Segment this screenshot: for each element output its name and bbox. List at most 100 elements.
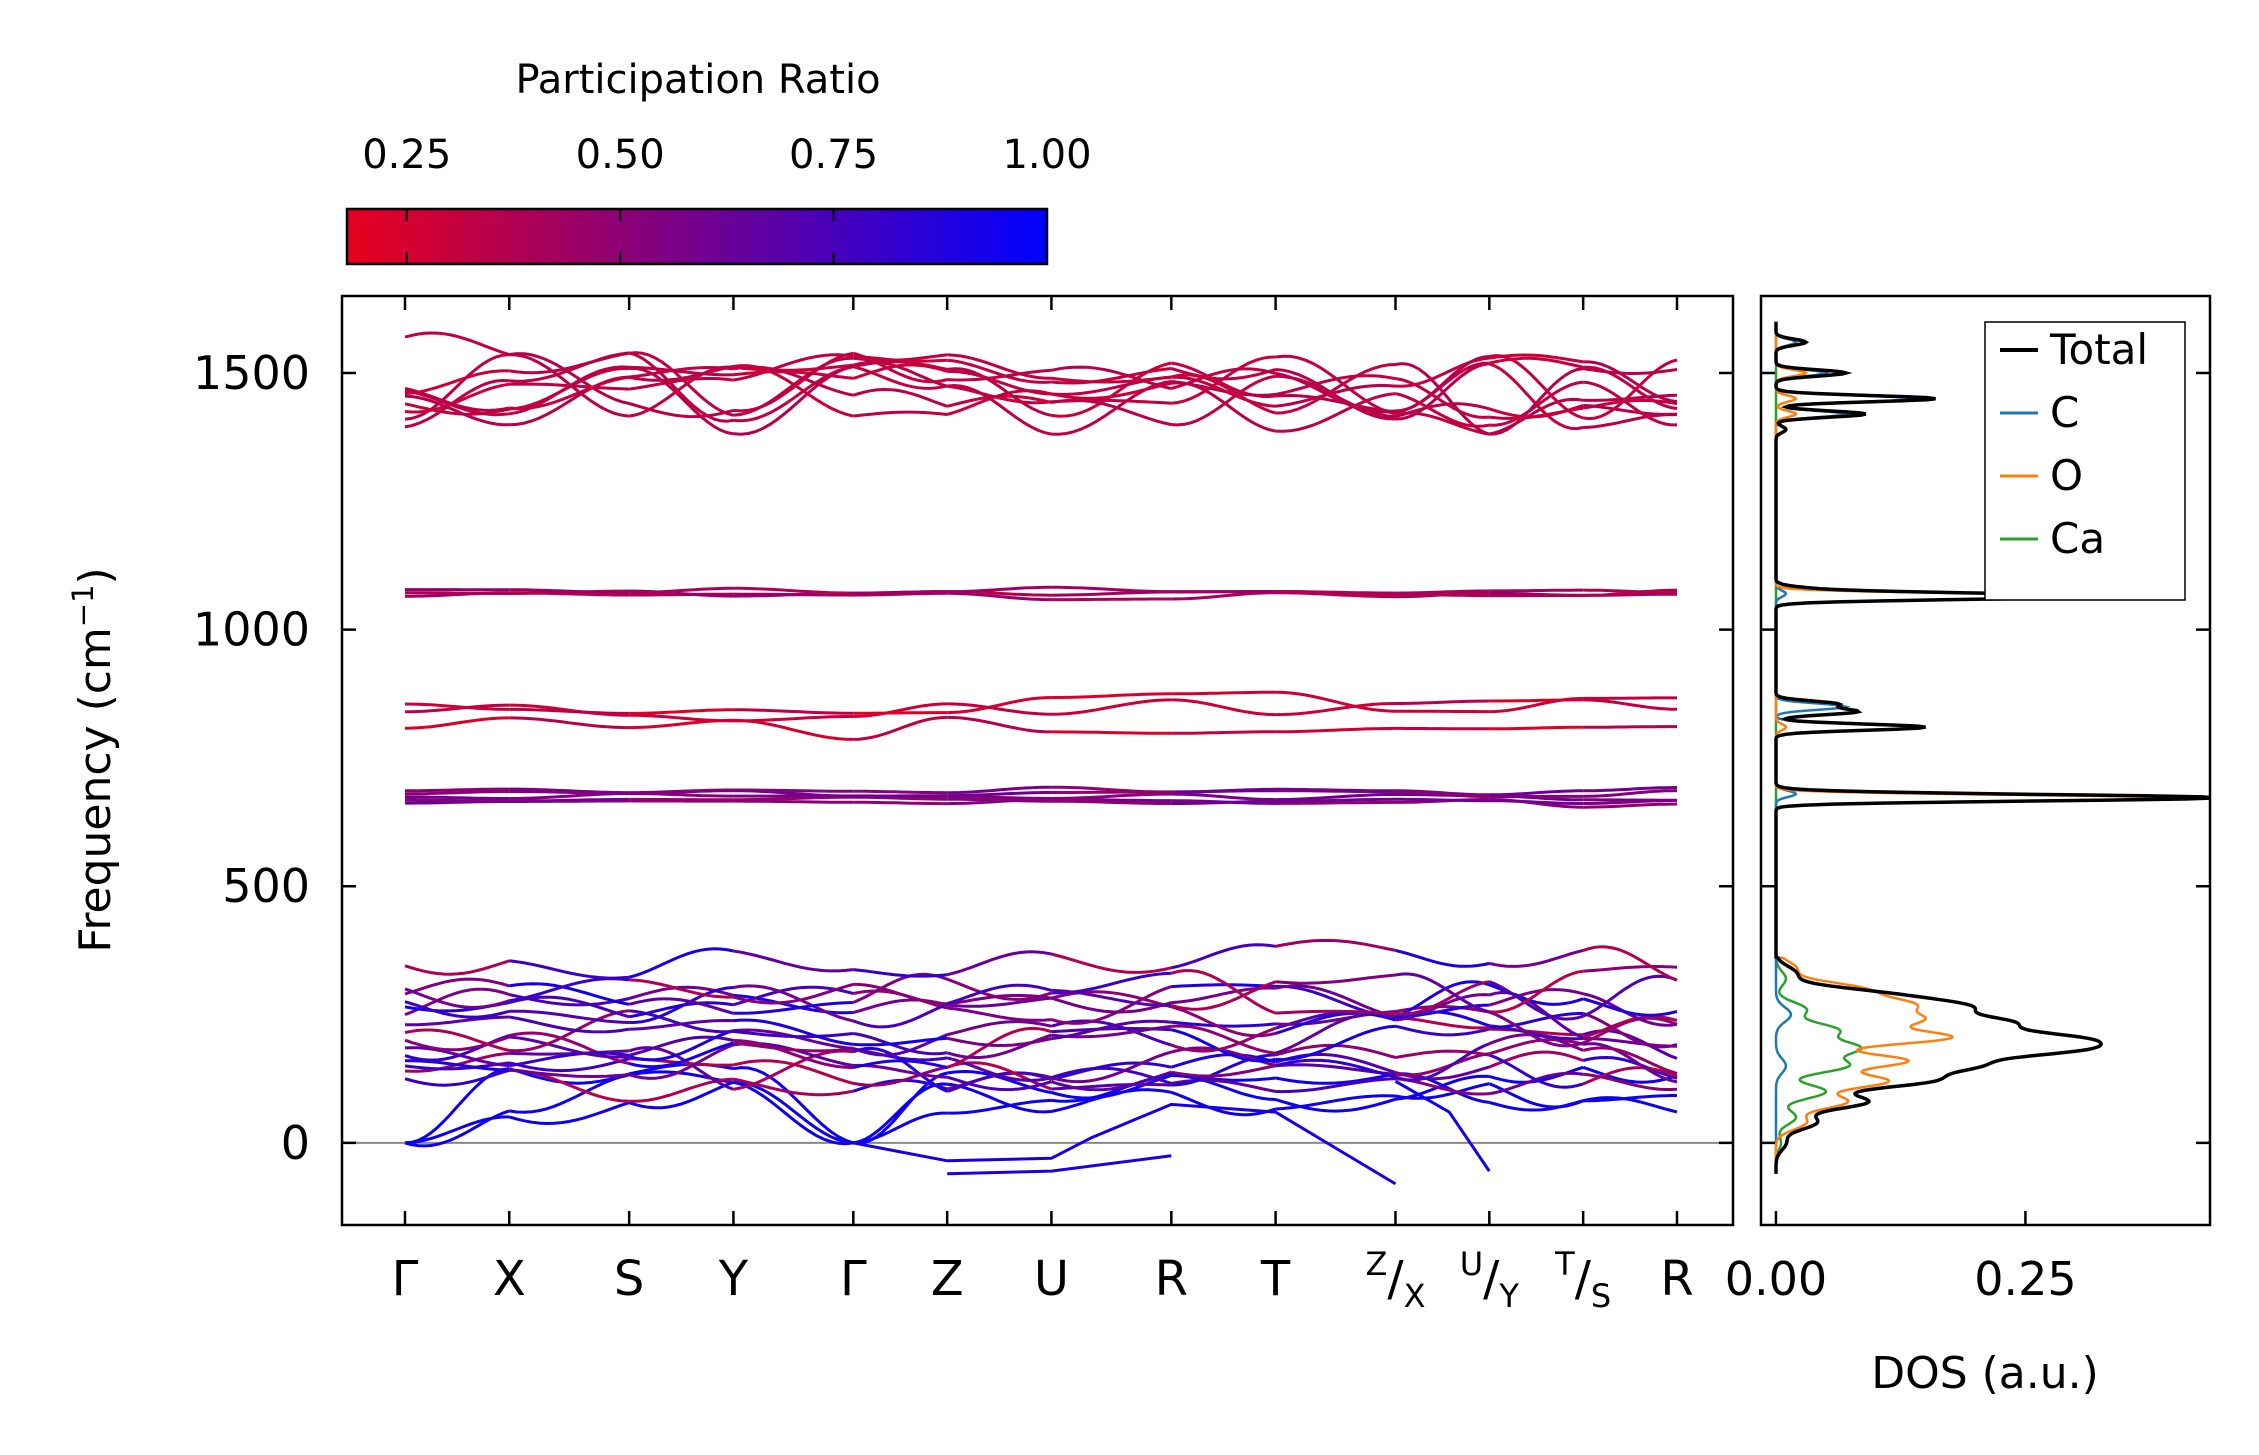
band-line-acoustic (1171, 1078, 1276, 1093)
band-line-acoustic (629, 986, 734, 1024)
band-line-high (1051, 398, 1172, 427)
band-line-acoustic (1582, 1046, 1678, 1075)
band-line-acoustic (628, 1043, 734, 1080)
legend-label: C (2050, 388, 2079, 437)
band-lines (342, 331, 1733, 1186)
band-line-675 (1171, 792, 1276, 802)
band-line-acoustic (1275, 1072, 1396, 1085)
band-line-acoustic (1395, 948, 1490, 968)
band-line-high (733, 370, 854, 380)
band-line-acoustic (852, 972, 948, 1004)
band-line-840 (1395, 699, 1490, 705)
band-line-675 (509, 787, 630, 795)
band-line-high (1275, 371, 1396, 414)
band-line-high (1583, 360, 1678, 403)
band-line-acoustic (1488, 948, 1584, 968)
band-line-acoustic (1395, 980, 1490, 1016)
band-line-acoustic (947, 996, 1052, 1008)
band-line-acoustic (853, 1036, 948, 1047)
band-line-high (629, 365, 734, 377)
band-line-acoustic (1171, 1024, 1276, 1055)
band-line-acoustic (1583, 1094, 1677, 1103)
band-line-675 (853, 800, 948, 806)
band-line-high (628, 351, 734, 423)
band-line-acoustic (1051, 985, 1172, 1025)
band-line-high (1582, 367, 1678, 375)
colorbar-tick-label: 0.25 (362, 132, 451, 178)
legend-label: O (2050, 451, 2083, 500)
band-line-high (1170, 373, 1277, 415)
band-line-high (628, 402, 734, 419)
band-line-acoustic (1051, 1050, 1172, 1084)
band-line-840 (1171, 730, 1276, 735)
band-line-acoustic (1051, 1074, 1172, 1100)
band-line-high (1171, 381, 1276, 433)
band-line-acoustic (946, 1082, 1052, 1114)
band-line-high (1275, 383, 1396, 408)
k-point-label: Z/X (1365, 1245, 1425, 1315)
band-line-acoustic (1171, 986, 1276, 1005)
band-line-acoustic (946, 983, 1052, 1006)
band-line-acoustic (1395, 1024, 1490, 1037)
band-line-acoustic (853, 1071, 948, 1145)
band-line-acoustic (733, 1081, 854, 1145)
band-line-840 (509, 716, 630, 730)
band-line-acoustic (733, 1039, 854, 1070)
band-line-acoustic (1275, 1097, 1396, 1113)
dos-x-axis-label: DOS (a.u.) (1871, 1348, 2099, 1399)
band-line-acoustic (1488, 1053, 1584, 1089)
band-line-acoustic (1582, 1096, 1678, 1114)
band-line-high (947, 368, 1052, 382)
band-line-675 (1583, 802, 1678, 809)
band-line-675 (1275, 793, 1396, 802)
k-point-label-sub: Y (1498, 1277, 1519, 1315)
band-line-acoustic (733, 1018, 854, 1046)
band-line-acoustic (1050, 996, 1172, 1014)
band-line-acoustic (509, 1009, 630, 1053)
band-line-840 (1051, 692, 1172, 699)
band-line-acoustic (1275, 938, 1396, 952)
dos-line-total (1774, 321, 2210, 1174)
band-line-1070 (947, 591, 1052, 602)
band-line-acoustic (1051, 1019, 1172, 1041)
band-line-acoustic (509, 1035, 630, 1059)
band-line-acoustic (404, 1000, 510, 1019)
band-line-acoustic (946, 1020, 1052, 1037)
band-line-high (1275, 393, 1396, 414)
band-line-675 (509, 797, 630, 803)
band-line-675 (1051, 785, 1172, 794)
band-line-675 (733, 788, 854, 793)
band-line-high (629, 351, 734, 417)
band-line-acoustic (1488, 1038, 1584, 1056)
band-line-acoustic (733, 982, 854, 1005)
colorbar-gradient (345, 207, 1049, 266)
band-line-high (1583, 365, 1678, 410)
band-line-840 (733, 708, 854, 715)
band-line-acoustic (946, 1075, 1052, 1092)
band-line-acoustic (404, 1059, 510, 1072)
band-line-high (1395, 392, 1490, 428)
band-line-high (1171, 374, 1276, 427)
band-line-acoustic (1582, 1015, 1678, 1039)
band-line-675 (853, 794, 948, 798)
band-line-acoustic (946, 1069, 1052, 1094)
dos-x-tick-label: 0.00 (1725, 1252, 1827, 1306)
band-line-1070 (1051, 597, 1172, 602)
band-line-acoustic (404, 987, 510, 1009)
band-line-acoustic (852, 1082, 948, 1145)
band-line-high (1275, 392, 1396, 433)
band-line-acoustic (509, 1015, 630, 1034)
band-line-acoustic (1489, 969, 1584, 1014)
band-line-acoustic (852, 1033, 948, 1057)
band-line-high (853, 353, 948, 362)
band-line-high (1395, 355, 1490, 413)
band-line-840 (1171, 690, 1276, 696)
band-line-high (1489, 380, 1584, 427)
colorbar-ticks: 0.25 0.50 0.75 1.00 (362, 132, 1092, 264)
band-line-840 (629, 708, 734, 715)
band-line-840 (947, 702, 1052, 716)
band-line-840 (405, 703, 510, 714)
band-line-acoustic (509, 1068, 630, 1079)
